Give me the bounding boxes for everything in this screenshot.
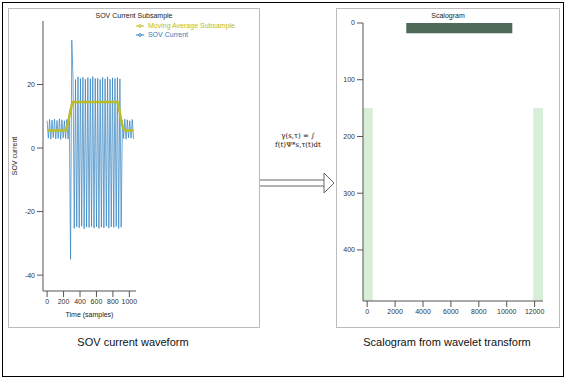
svg-text:SOV current: SOV current [11,137,18,176]
svg-text:8000: 8000 [471,308,487,315]
html-text:SOV Current Subsample: SOV Current Subsample [95,12,173,19]
svg-text:0: 0 [365,308,369,315]
svg-text:-20: -20 [25,208,35,215]
svg-text:20: 20 [27,81,35,88]
svg-text:1000: 1000 [122,298,138,305]
svg-text:0: 0 [45,298,49,305]
svg-text:-40: -40 [25,272,35,279]
svg-text:2000: 2000 [387,308,403,315]
svg-text:300: 300 [343,190,355,197]
html-text:Scalogram: Scalogram [431,12,465,19]
svg-text:6000: 6000 [443,308,459,315]
html-text:Scalogram from wavelet transfo: Scalogram from wavelet transform [363,336,531,348]
svg-text:400: 400 [74,298,86,305]
html-text:γ(s,τ) = ∫ f(t)Ψ*s,τ(t)dt: γ(s,τ) = ∫ f(t)Ψ*s,τ(t)dt [275,132,321,149]
html-text:Moving Average Subsample: Moving Average Subsample [148,22,235,29]
svg-text:4000: 4000 [415,308,431,315]
svg-text:200: 200 [58,298,70,305]
svg-text:600: 600 [91,298,103,305]
svg-text:800: 800 [107,298,119,305]
svg-text:0: 0 [31,145,35,152]
svg-text:10000: 10000 [497,308,517,315]
svg-text:12000: 12000 [525,308,545,315]
svg-text:400: 400 [343,246,355,253]
html-text:SOV Current: SOV Current [148,31,188,39]
svg-text:200: 200 [343,133,355,140]
svg-text:Time (samples): Time (samples) [65,311,113,319]
svg-text:0: 0 [351,19,355,26]
svg-text:100: 100 [343,76,355,83]
html-text:SOV current waveform: SOV current waveform [77,336,189,348]
